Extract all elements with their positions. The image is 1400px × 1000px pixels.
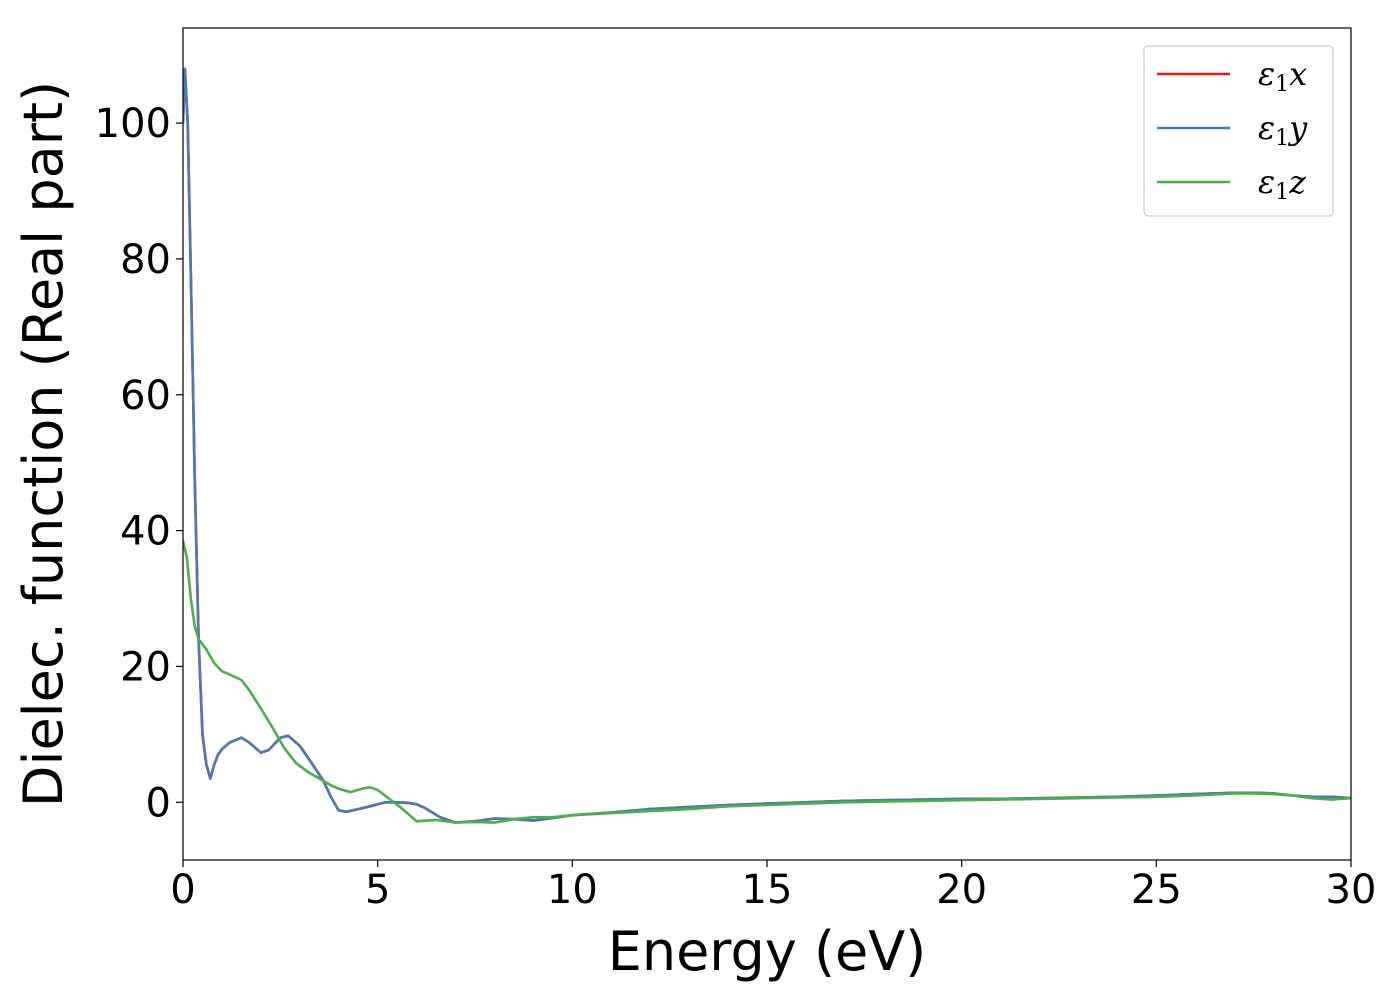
- legend-variable: y: [1287, 109, 1308, 147]
- legend-subscript: 1: [1275, 126, 1289, 151]
- x-tick-label: 5: [365, 867, 390, 913]
- y-tick-label: 40: [120, 509, 171, 555]
- y-axis-title: Dielec. function (Real part): [12, 81, 75, 807]
- legend-label-x: ε1x: [1258, 55, 1307, 97]
- series-layer: [183, 67, 1351, 824]
- legend-label-z: ε1z: [1258, 163, 1307, 205]
- y-tick-label: 100: [95, 101, 171, 147]
- legend-variable: z: [1288, 163, 1307, 201]
- legend-subscript: 1: [1275, 180, 1289, 205]
- y-tick-label: 20: [120, 644, 171, 690]
- legend-box: [1143, 45, 1334, 217]
- y-axis-ticks: 0 20 40 60 80 100: [95, 101, 183, 826]
- x-tick-label: 30: [1326, 867, 1377, 913]
- x-tick-label: 15: [742, 867, 793, 913]
- y-tick-label: 0: [146, 780, 171, 826]
- x-tick-label: 20: [936, 867, 987, 913]
- x-axis-title: Energy (eV): [608, 920, 927, 983]
- x-axis-ticks: 0 5 10 15 20 25 30: [170, 860, 1376, 913]
- series-line-z: [183, 540, 1351, 824]
- y-tick-label: 80: [120, 237, 171, 283]
- x-tick-label: 0: [170, 867, 195, 913]
- legend-variable: x: [1289, 55, 1307, 93]
- legend-subscript: 1: [1275, 72, 1289, 97]
- legend-symbol: ε: [1258, 163, 1275, 201]
- legend-symbol: ε: [1258, 109, 1275, 147]
- x-tick-label: 10: [547, 867, 598, 913]
- legend-symbol: ε: [1258, 55, 1275, 93]
- legend-label-y: ε1y: [1258, 109, 1308, 151]
- x-tick-label: 25: [1131, 867, 1182, 913]
- y-tick-label: 60: [120, 373, 171, 419]
